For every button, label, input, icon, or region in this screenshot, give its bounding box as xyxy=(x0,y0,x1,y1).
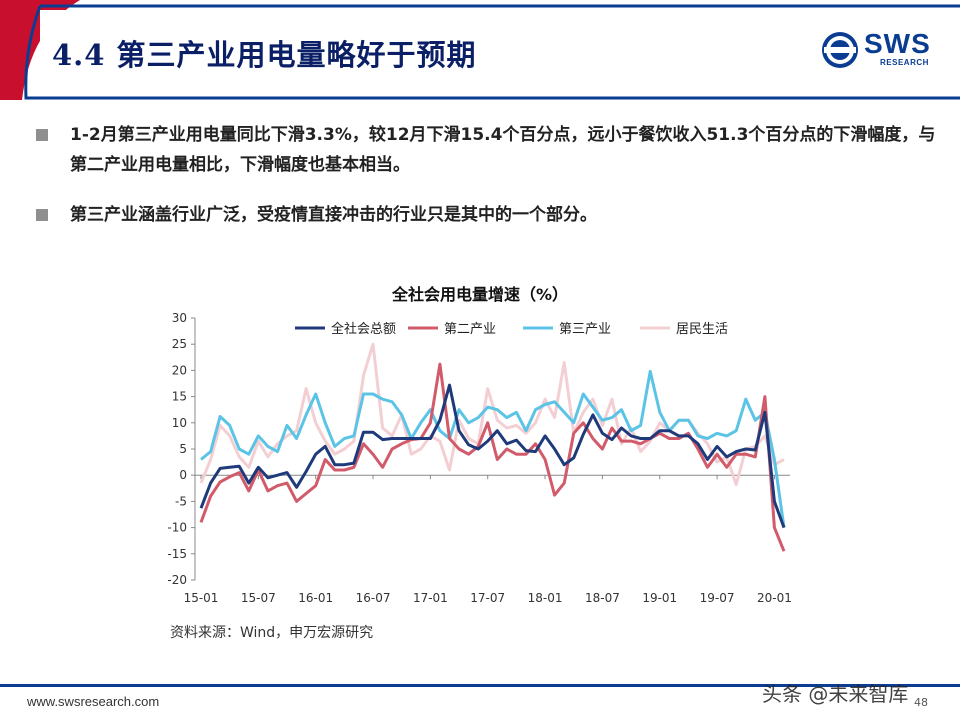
y-tick-label: 15 xyxy=(172,390,187,404)
x-tick-label: 16-01 xyxy=(298,591,333,605)
source-note: 资料来源：Wind，申万宏源研究 xyxy=(170,625,374,641)
bullet-list: 1-2月第三产业用电量同比下滑3.3%，较12月下滑15.4个百分点，远小于餐饮… xyxy=(36,120,936,250)
legend-label: 第三产业 xyxy=(559,322,611,337)
series-line-3 xyxy=(200,369,786,528)
bullet-square-icon xyxy=(36,209,48,221)
title-bar: 4.4 第三产业用电量略好于预期 SWS RESEARCH xyxy=(0,0,960,100)
logo-subtitle: RESEARCH xyxy=(880,58,929,67)
watermark: 头条 @未来智库 xyxy=(762,682,909,706)
line-chart: 30 25 20 15 10 5 0 -5 -10 -15 -20 15-01 15-07 16-01 16… xyxy=(167,311,792,605)
bullet-item: 1-2月第三产业用电量同比下滑3.3%，较12月下滑15.4个百分点，远小于餐饮… xyxy=(36,120,936,180)
y-tick-label: -15 xyxy=(167,547,187,561)
logo-globe-icon xyxy=(822,32,858,68)
x-tick-label: 18-07 xyxy=(585,591,620,605)
page-number: 48 xyxy=(914,696,928,709)
bullet-square-icon xyxy=(36,129,48,141)
series-line-2 xyxy=(199,362,786,552)
x-tick-label: 15-01 xyxy=(184,591,219,605)
page-title: 4.4 第三产业用电量略好于预期 xyxy=(52,38,477,72)
legend-label: 全社会总额 xyxy=(331,321,396,337)
x-tick-label: 16-07 xyxy=(356,591,391,605)
legend-label: 居民生活 xyxy=(676,322,728,337)
title-decoration xyxy=(0,0,960,100)
series-line-1 xyxy=(199,383,786,529)
chart-title: 全社会用电量增速（%） xyxy=(391,285,569,304)
footer-divider xyxy=(0,684,960,687)
y-tick-label: 20 xyxy=(172,363,187,377)
y-tick-label: -20 xyxy=(167,573,187,587)
x-tick-label: 15-07 xyxy=(241,591,276,605)
footer-url: www.swsresearch.com xyxy=(27,694,160,709)
x-tick-label: 19-07 xyxy=(700,591,735,605)
x-tick-label: 17-07 xyxy=(470,591,505,605)
y-tick-label: 30 xyxy=(172,311,187,325)
y-tick-label: 0 xyxy=(179,468,187,482)
bullet-item: 第三产业涵盖行业广泛，受疫情直接冲击的行业只是其中的一个部分。 xyxy=(36,200,936,230)
x-tick-label: 18-01 xyxy=(528,591,563,605)
bullet-text: 第三产业涵盖行业广泛，受疫情直接冲击的行业只是其中的一个部分。 xyxy=(70,205,597,225)
bullet-text: 1-2月第三产业用电量同比下滑3.3%，较12月下滑15.4个百分点，远小于餐饮… xyxy=(70,125,936,175)
x-tick-label: 17-01 xyxy=(413,591,448,605)
y-tick-label: 10 xyxy=(172,416,187,430)
y-tick-label: -5 xyxy=(175,494,187,508)
y-tick-label: 25 xyxy=(172,337,187,351)
y-tick-label: -10 xyxy=(167,521,187,535)
logo-wordmark: SWS xyxy=(864,28,931,59)
x-tick-label: 19-01 xyxy=(642,591,677,605)
y-tick-label: 5 xyxy=(179,442,187,456)
series-line-4 xyxy=(199,342,785,487)
sws-logo: SWS RESEARCH xyxy=(820,28,940,72)
legend-label: 第二产业 xyxy=(444,322,496,337)
x-tick-label: 20-01 xyxy=(757,591,792,605)
